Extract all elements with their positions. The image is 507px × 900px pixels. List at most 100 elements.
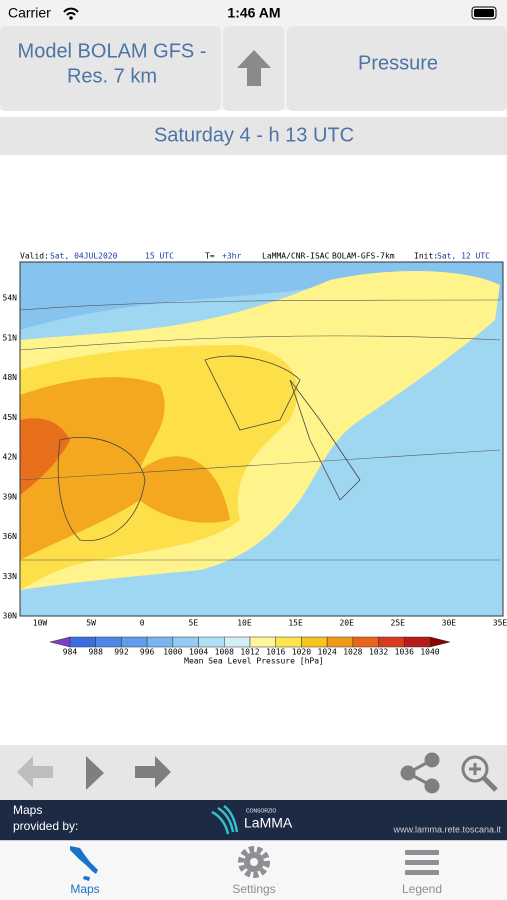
- next-button[interactable]: [135, 756, 171, 788]
- latitude-label: 30N: [3, 612, 18, 621]
- tab-label: Legend: [402, 882, 442, 896]
- colorbar-tick-label: 1020: [292, 648, 311, 657]
- valid-label: Valid:: [20, 252, 49, 261]
- longitude-label: 10W: [33, 619, 48, 628]
- latitude-label: 33N: [3, 572, 18, 581]
- colorbar-tick-label: 984: [63, 648, 78, 657]
- share-button[interactable]: [400, 752, 440, 794]
- colorbar-arrow: [429, 636, 451, 648]
- colorbar-tick-label: 1028: [343, 648, 362, 657]
- latitude-label: 48N: [3, 373, 18, 382]
- model-line1: Model BOLAM GFS -: [18, 40, 207, 62]
- step-value: +3hr: [222, 252, 241, 261]
- longitude-label: 0: [140, 619, 145, 628]
- url: www.lamma.rete.toscana.it: [392, 824, 501, 834]
- colorbar-tick-label: 1000: [163, 648, 182, 657]
- latitude-label: 45N: [3, 413, 18, 422]
- colorbar-segment: [95, 636, 122, 648]
- colorbar-segment: [69, 636, 96, 648]
- init-value: Sat, 12 UTC: [437, 252, 490, 261]
- colorbar-segment: [249, 636, 276, 648]
- legend-row: [405, 870, 439, 875]
- logo: LaMMA: [244, 815, 293, 831]
- gear-teeth: [238, 846, 270, 878]
- colorbar-segment: [198, 636, 225, 648]
- toolbar: [0, 745, 507, 800]
- valid-value: Sat, 04JUL2020: [50, 252, 118, 261]
- credit: LaMMA/CNR-ISAC: [262, 252, 330, 261]
- up-arrow: [237, 50, 271, 86]
- colorbar-tick-label: 1040: [420, 648, 439, 657]
- colorbar-tick-label: 996: [140, 648, 155, 657]
- lamma-logo-mark: [211, 804, 239, 835]
- orange-zone: [20, 377, 230, 560]
- colorbar-segment: [146, 636, 174, 648]
- valid-hour: 15 UTC: [145, 252, 174, 261]
- colorbar-segment: [352, 636, 379, 648]
- share-node: [424, 752, 440, 768]
- weather-map[interactable]: Valid: Sat, 04JUL2020 15 UTC T= +3hr LaM…: [3, 248, 507, 666]
- gear-hole: [250, 858, 258, 866]
- colorbar-tick-label: 1024: [318, 648, 337, 657]
- isobars: [19, 299, 501, 561]
- colorbar-tick-label: 1036: [395, 648, 414, 657]
- red-zone: [20, 418, 70, 495]
- map-border: [19, 261, 504, 617]
- battery-level: [474, 9, 494, 17]
- colorbar-segment: [275, 636, 302, 648]
- colorbar-segment: [224, 636, 251, 648]
- colorbar-tick-label: 1032: [369, 648, 388, 657]
- latitude-label: 39N: [3, 492, 18, 501]
- zoom-handle: [482, 776, 498, 792]
- colorbar-segment: [404, 636, 431, 648]
- product-button[interactable]: [287, 26, 507, 111]
- battery: [471, 6, 497, 20]
- tab-settings[interactable]: Settings: [232, 846, 276, 896]
- longitude-label: 5W: [86, 619, 96, 628]
- colorbar-segment: [326, 636, 354, 648]
- latitude-label: 54N: [3, 294, 18, 303]
- zoom-lens: [461, 755, 489, 783]
- longitude-label: 25E: [391, 619, 406, 628]
- share-node: [400, 765, 416, 781]
- longitude-label: 35E: [493, 619, 507, 628]
- colorbar-tick-label: 1008: [215, 648, 234, 657]
- tab-maps[interactable]: Maps: [70, 846, 100, 896]
- latitude-label: 42N: [3, 453, 18, 462]
- product: Pressure: [358, 52, 438, 74]
- zoom-plus: [469, 763, 481, 775]
- colorbar-tick-label: 992: [114, 648, 129, 657]
- play-button[interactable]: [86, 756, 104, 790]
- colorbar-tick-label: 1016: [266, 648, 285, 657]
- coastline: [57, 355, 361, 542]
- colorbar-segment: [172, 636, 199, 648]
- model-line2: Res. 7 km: [67, 65, 157, 87]
- tab-label: Maps: [70, 882, 99, 896]
- provider-banner: [0, 800, 507, 840]
- latitude-label: 36N: [3, 532, 18, 541]
- share-node: [424, 778, 440, 794]
- colorbar: 984 988 992 996 1000 1004 1008 1012 1016 1020 1024…: [49, 636, 451, 657]
- longitude-label: 30E: [442, 619, 457, 628]
- legend-row: [405, 850, 439, 855]
- date-bar[interactable]: [0, 117, 507, 155]
- model-button[interactable]: [0, 26, 221, 111]
- longitude-label: 20E: [339, 619, 354, 628]
- wifi-dot: [69, 16, 73, 20]
- colorbar-segment: [301, 636, 328, 648]
- longitude-label: 15E: [288, 619, 303, 628]
- clock: 1:46 AM: [227, 5, 280, 21]
- tab-legend[interactable]: Legend: [402, 850, 442, 896]
- provided-line1: Maps: [13, 803, 42, 817]
- colorbar-segment: [121, 636, 148, 648]
- carrier: Carrier: [8, 5, 51, 21]
- italy-icon: [70, 846, 98, 881]
- colorbar-arrow: [49, 636, 71, 648]
- previous-button[interactable]: [17, 756, 53, 788]
- zoom-button[interactable]: [461, 755, 498, 792]
- colorbar-title: Mean Sea Level Pressure [hPa]: [184, 657, 324, 666]
- step-label: T=: [205, 252, 215, 261]
- legend-row: [405, 860, 439, 865]
